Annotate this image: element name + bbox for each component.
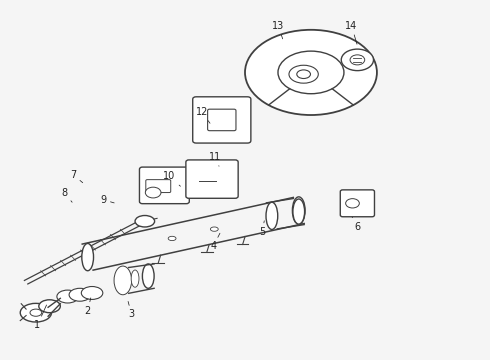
Ellipse shape [293, 199, 305, 224]
Text: 13: 13 [272, 21, 284, 39]
Text: 9: 9 [100, 195, 114, 205]
Ellipse shape [81, 287, 103, 300]
Text: 8: 8 [61, 188, 72, 202]
Ellipse shape [168, 236, 176, 240]
Ellipse shape [146, 187, 161, 198]
Text: 11: 11 [209, 152, 221, 166]
Ellipse shape [345, 199, 359, 208]
Ellipse shape [69, 288, 91, 301]
Ellipse shape [350, 55, 365, 65]
Text: 4: 4 [210, 233, 220, 251]
FancyBboxPatch shape [140, 167, 189, 204]
Ellipse shape [210, 227, 218, 231]
Ellipse shape [266, 202, 278, 229]
FancyBboxPatch shape [208, 109, 236, 131]
Text: 14: 14 [345, 21, 358, 44]
Ellipse shape [245, 30, 377, 115]
FancyBboxPatch shape [193, 97, 251, 143]
Ellipse shape [341, 49, 373, 71]
Ellipse shape [135, 216, 155, 227]
FancyBboxPatch shape [186, 160, 238, 198]
Text: 5: 5 [259, 221, 265, 237]
Ellipse shape [57, 290, 78, 303]
Ellipse shape [114, 266, 132, 295]
Text: 10: 10 [163, 171, 180, 186]
Text: 3: 3 [128, 301, 135, 319]
Ellipse shape [143, 264, 154, 288]
FancyBboxPatch shape [146, 180, 171, 193]
Ellipse shape [30, 309, 42, 316]
Text: 7: 7 [70, 170, 83, 183]
Text: 2: 2 [85, 298, 91, 316]
Ellipse shape [278, 51, 344, 94]
Ellipse shape [20, 303, 51, 322]
Ellipse shape [82, 243, 94, 271]
Ellipse shape [297, 70, 311, 78]
Text: 12: 12 [196, 107, 210, 123]
Ellipse shape [131, 270, 139, 287]
Ellipse shape [117, 267, 129, 293]
FancyBboxPatch shape [340, 190, 374, 217]
Ellipse shape [289, 65, 318, 83]
Text: 6: 6 [352, 217, 361, 231]
Ellipse shape [39, 300, 60, 313]
Text: 1: 1 [34, 305, 47, 330]
Ellipse shape [293, 197, 305, 224]
